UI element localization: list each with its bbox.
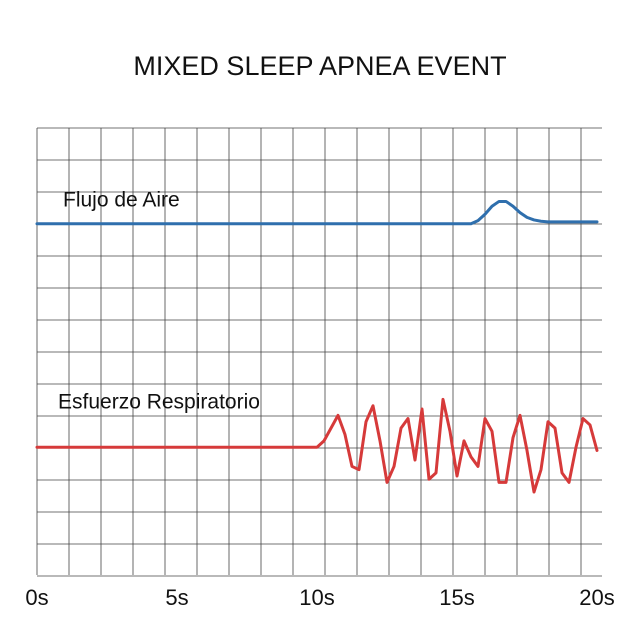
x-tick-label: 20s	[579, 585, 614, 610]
series-line	[35, 397, 599, 494]
series-label: Esfuerzo Respiratorio	[58, 391, 260, 414]
x-tick-label: 5s	[165, 585, 188, 610]
x-tick-label: 0s	[25, 585, 48, 610]
x-tick-label: 15s	[439, 585, 474, 610]
x-tick-label: 10s	[299, 585, 334, 610]
series-line	[35, 199, 599, 226]
series-label: Flujo de Aire	[63, 189, 180, 212]
chart-title: MIXED SLEEP APNEA EVENT	[133, 51, 506, 81]
